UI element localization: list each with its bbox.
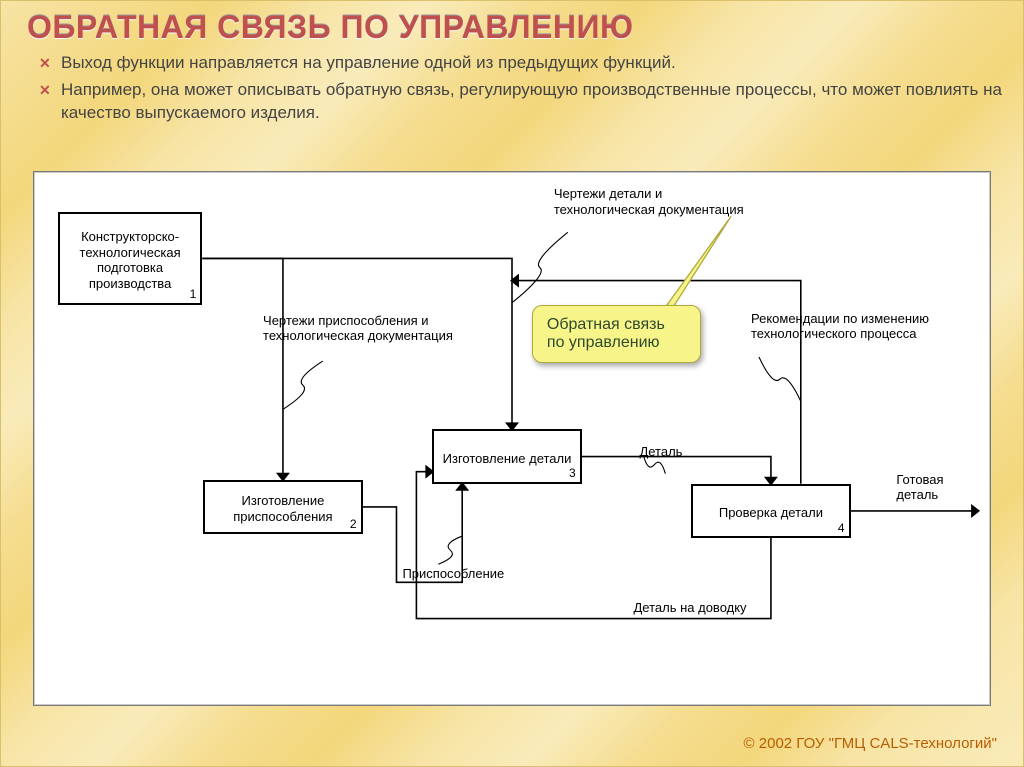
flow-box-1: Конструкторско-технологическая подготовк… xyxy=(58,212,202,305)
slide: ОБРАТНАЯ СВЯЗЬ ПО УПРАВЛЕНИЮ Выход функц… xyxy=(0,0,1024,767)
flow-label: Чертежи приспособления и технологическая… xyxy=(263,313,462,344)
flow-label: Рекомендации по изменению технологическо… xyxy=(751,311,950,342)
copyright: © 2002 ГОУ "ГМЦ CALS-технологий" xyxy=(744,735,997,752)
flow-label: Деталь xyxy=(639,444,719,460)
flow-box-3: Изготовление детали3 xyxy=(432,429,581,483)
flow-label: Деталь на доводку xyxy=(633,600,792,616)
flow-box-2: Изготовление приспособления2 xyxy=(203,480,362,534)
flow-box-4: Проверка детали4 xyxy=(691,484,850,538)
feedback-callout: Обратная связь по управлению xyxy=(532,305,701,363)
bullet-item: Выход функции направляется на управление… xyxy=(39,52,1003,75)
flow-label: Приспособление xyxy=(402,566,541,582)
flow-label: Готовая деталь xyxy=(896,472,986,503)
flow-label: Чертежи детали и технологическая докумен… xyxy=(554,186,753,217)
bullet-item: Например, она может описывать обратную с… xyxy=(39,79,1003,125)
slide-title: ОБРАТНАЯ СВЯЗЬ ПО УПРАВЛЕНИЮ xyxy=(27,9,1003,46)
bullet-list: Выход функции направляется на управление… xyxy=(39,52,1003,125)
diagram: Конструкторско-технологическая подготовк… xyxy=(33,171,991,706)
